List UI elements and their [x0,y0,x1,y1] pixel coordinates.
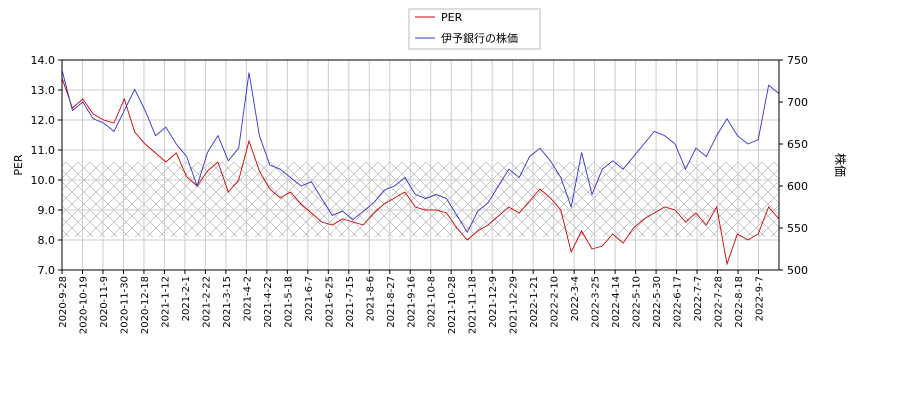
x-tick-label: 2021-4-2 [242,276,253,321]
x-tick-label: 2020-9-28 [58,276,69,328]
legend-label-per: PER [441,11,463,24]
x-tick-label: 2022-2-10 [550,276,561,328]
x-tick-label: 2021-6-7 [304,276,315,321]
x-tick-label: 2020-10-19 [78,276,89,334]
x-tick-label: 2022-4-14 [611,276,622,328]
x-tick-label: 2021-4-22 [263,276,274,328]
x-tick-label: 2022-3-25 [591,276,602,328]
x-tick-label: 2021-5-18 [283,276,294,328]
reference-band [62,162,779,237]
x-tick-label: 2021-6-25 [324,276,335,328]
x-tick-label: 2021-2-1 [181,276,192,321]
y-tick-label: 10.0 [31,174,56,187]
legend-label-stock-price: 伊予銀行の株価 [441,31,518,45]
x-tick-label: 2021-8-27 [386,276,397,328]
series-lines [61,69,780,266]
hatched-band [62,162,779,237]
y-tick-label: 7.0 [38,264,56,277]
axes: 7.0 8.0 9.0 10.0 11.0 12.0 13.0 14.0 500 550 600 65… [31,54,809,334]
y-tick-label: 11.0 [31,144,56,157]
x-tick-label: 2022-9-7 [755,276,766,321]
x-tick-label: 2021-8-6 [365,276,376,321]
x-tick-label: 2021-9-16 [406,276,417,328]
x-tick-label: 2021-12-9 [488,276,499,328]
y2-tick-label: 650 [787,138,808,151]
y2-axis-label: 株価 [833,153,848,177]
x-tick-label: 2021-10-28 [447,276,458,334]
x-tick-label: 2022-7-28 [714,276,725,328]
y2-tick-label: 600 [787,180,808,193]
legend: PER 伊予銀行の株価 [408,8,541,50]
y-tick-label: 8.0 [38,234,56,247]
x-tick-label: 2021-12-29 [509,276,520,334]
x-tick-label: 2020-12-18 [140,276,151,334]
y-tick-label: 14.0 [31,54,56,67]
x-tick-label: 2021-3-15 [222,276,233,328]
x-tick-label: 2022-3-4 [570,276,581,321]
x-tick-label: 2021-10-8 [427,276,438,328]
x-tick-label: 2022-1-21 [529,276,540,328]
x-tick-label: 2022-5-10 [632,276,643,328]
x-tick-label: 2021-1-12 [160,276,171,328]
x-tick-label: 2022-5-30 [652,276,663,328]
x-tick-label: 2022-8-18 [734,276,745,328]
y2-tick-label: 700 [787,96,808,109]
x-tick-label: 2022-6-17 [673,276,684,328]
x-tick-label: 2021-7-15 [345,276,356,328]
y2-tick-label: 500 [787,264,808,277]
x-tick-label: 2020-11-9 [99,276,110,328]
y-tick-label: 13.0 [31,84,56,97]
y-tick-label: 12.0 [31,114,56,127]
y-axis-label: PER [12,154,25,176]
y-tick-label: 9.0 [38,204,56,217]
x-tick-label: 2020-11-30 [119,276,130,334]
series-line-stock-price [61,69,780,234]
x-tick-label: 2021-2-22 [201,276,212,328]
x-tick-label: 2021-11-18 [468,276,479,334]
y2-tick-label: 550 [787,222,808,235]
x-tick-label: 2022-7-7 [693,276,704,321]
series-line-per [61,77,780,266]
y2-tick-label: 750 [787,54,808,67]
plot-frame [61,59,780,271]
